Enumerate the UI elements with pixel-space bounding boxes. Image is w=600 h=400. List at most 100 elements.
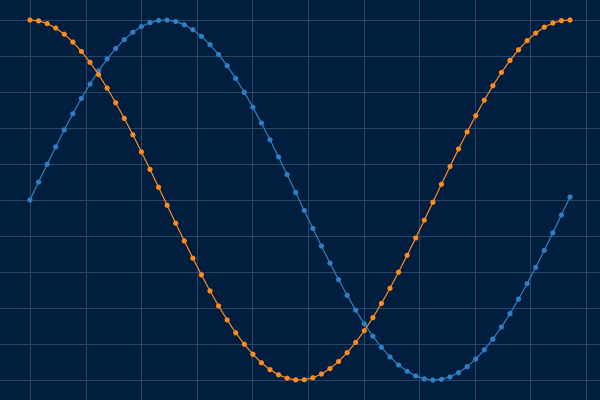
data-point [438, 181, 445, 187]
data-point [301, 377, 307, 383]
data-point [310, 375, 316, 381]
data-point [61, 31, 67, 37]
data-point [198, 272, 205, 278]
data-point [53, 144, 59, 150]
data-point [155, 17, 162, 24]
data-point [395, 269, 402, 275]
data-point [464, 364, 470, 370]
data-point [70, 111, 76, 117]
data-point [27, 17, 33, 23]
data-point [275, 372, 282, 378]
data-point [507, 57, 513, 63]
data-point [164, 202, 170, 208]
data-point [130, 132, 136, 138]
data-point [198, 33, 205, 39]
data-point [293, 189, 299, 196]
data-point [53, 25, 59, 31]
data-point [241, 89, 247, 95]
data-point [447, 374, 453, 380]
data-point [173, 220, 179, 226]
data-point [344, 350, 350, 356]
data-point [421, 376, 427, 382]
data-point [473, 356, 479, 362]
data-point [430, 199, 436, 205]
data-point [361, 321, 367, 327]
data-point [233, 75, 239, 82]
data-point [404, 252, 410, 258]
data-series [27, 17, 573, 383]
data-point [293, 377, 299, 383]
data-point [35, 18, 42, 24]
series-0 [27, 17, 573, 383]
data-point [173, 18, 179, 25]
data-point [284, 172, 290, 178]
data-point [35, 179, 42, 185]
data-point [481, 97, 487, 103]
data-point [27, 197, 33, 203]
data-point [344, 292, 350, 298]
data-point [558, 212, 565, 218]
data-point [498, 69, 505, 76]
data-point [113, 100, 119, 106]
data-point [275, 154, 282, 160]
data-point [155, 184, 162, 190]
data-point [318, 371, 325, 377]
data-point [78, 48, 85, 55]
data-point [335, 358, 342, 365]
data-point [550, 230, 556, 236]
data-point [327, 365, 333, 372]
data-point [267, 137, 273, 143]
data-point [95, 71, 102, 78]
data-point [473, 113, 479, 119]
data-point [387, 285, 393, 291]
data-point [481, 347, 487, 353]
data-point [224, 317, 230, 323]
data-point [215, 51, 222, 58]
data-point [404, 368, 410, 374]
data-point [258, 360, 265, 366]
data-point [147, 166, 153, 172]
data-point [438, 376, 445, 382]
data-point [464, 129, 470, 135]
series-line-0 [29, 19, 571, 381]
data-point [430, 377, 436, 383]
data-point [370, 333, 376, 339]
data-point [267, 367, 273, 373]
data-point [353, 339, 359, 345]
data-point [490, 83, 496, 89]
data-point [515, 296, 522, 302]
data-point [138, 149, 145, 155]
data-point [104, 56, 110, 62]
data-point [327, 260, 333, 266]
data-point [61, 127, 67, 133]
data-point [147, 20, 153, 26]
data-point [455, 370, 462, 376]
data-point [507, 311, 513, 317]
data-point [515, 47, 522, 53]
data-point [558, 18, 565, 24]
data-point [258, 120, 265, 126]
data-point [121, 115, 127, 121]
data-point [335, 277, 342, 283]
data-point [207, 42, 213, 48]
data-point [113, 45, 119, 52]
data-point [370, 315, 376, 321]
data-point [215, 303, 222, 309]
data-point [181, 238, 187, 244]
data-point [44, 20, 50, 27]
data-point [190, 27, 196, 33]
data-point [361, 328, 367, 334]
data-point [395, 362, 402, 368]
data-point [284, 375, 290, 381]
data-point [550, 20, 556, 26]
data-point [181, 22, 187, 28]
data-point [387, 354, 393, 360]
data-point [207, 288, 213, 294]
data-point [455, 146, 462, 152]
data-point [250, 104, 256, 110]
data-point [138, 23, 145, 30]
data-point [224, 63, 230, 69]
data-point [413, 235, 419, 241]
data-point [413, 373, 419, 379]
